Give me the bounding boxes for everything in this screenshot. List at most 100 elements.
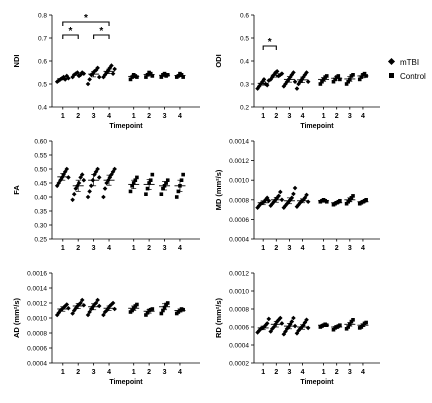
data-point-control [130,75,134,79]
data-point-control [130,184,134,188]
significance-star: * [99,26,103,37]
legend-item-mtbi: mTBI [387,55,426,69]
data-point-control [344,82,349,86]
x-axis-title: Timepoint [109,123,143,130]
data-point-control [181,172,185,177]
y-tick-label: 0.0012 [27,301,47,308]
y-tick-label: 0.0006 [229,217,249,224]
x-tick-label: 2 [335,245,339,252]
data-point-mtbi [96,303,102,309]
data-point-mtbi [64,302,70,307]
chart-rd: 0.0002 0.0004 0.0006 0.0008 0.0010 0.0012 RD (… [214,271,380,386]
data-point-mtbi [281,331,287,337]
x-tick-label: 4 [301,369,305,376]
data-point-control [333,77,337,82]
y-tick-label: 0.30 [34,223,47,230]
data-point-control [144,75,148,79]
data-point-control [338,198,342,203]
data-point-control [159,75,164,79]
data-point-mtbi [85,312,91,318]
x-tick-label: 3 [287,113,291,120]
x-tick-label: 4 [107,369,111,376]
x-tick-label: 3 [92,369,96,376]
data-point-mtbi [112,66,117,72]
data-point-mtbi [305,325,311,331]
x-tick-label: 4 [361,245,365,252]
data-point-mtbi [109,172,114,177]
data-point-mtbi [87,189,92,194]
data-point-control [179,73,184,77]
x-tick-label: 3 [287,369,291,376]
data-point-mtbi [261,77,267,82]
legend-diamond-marker [387,57,397,67]
data-point-control [135,302,139,307]
significance-bracket [62,34,79,39]
data-point-control [174,195,179,199]
data-point-mtbi [278,189,283,195]
x-tick-label: 1 [61,113,65,120]
x-axis-title: Timepoint [300,123,334,130]
data-point-mtbi [85,81,91,87]
data-point-mtbi [64,166,70,172]
data-point-mtbi [264,82,270,88]
data-point-mtbi [66,175,71,180]
significance-star: * [84,13,88,24]
data-point-mtbi [95,65,100,71]
x-tick-label: 1 [132,369,136,376]
chart-fa: 0.25 0.30 0.35 0.40 0.45 0.50 0.55 0.60 FA 1 2 3 4 1 2… [12,139,200,252]
y-tick-label: 0.45 [34,181,47,188]
data-point-control [338,323,342,327]
y-tick-label: 0.0014 [229,139,249,146]
y-axis-label: FA [12,185,21,195]
data-point-mtbi [70,197,75,203]
data-point-mtbi [292,323,298,329]
y-tick-label: 0.0004 [229,343,249,350]
data-point-mtbi [54,312,60,318]
data-point-mtbi [291,70,296,75]
x-tick-label: 1 [261,245,265,252]
chart-ndi: 0.4 0.5 0.6 0.7 0.8 NDI 1 2 3 4 1 2 3 4 Timepoint * * * [12,13,200,130]
x-tick-label: 4 [178,113,182,120]
legend-label-control: Control [400,71,426,81]
data-point-control [128,77,133,82]
y-tick-label: 0.0014 [27,286,47,293]
data-point-mtbi [279,197,285,203]
y-tick-label: 0.4 [38,105,47,112]
data-point-mtbi [268,329,274,334]
y-tick-label: 0.0004 [27,361,47,368]
data-point-control [351,194,355,198]
data-point-mtbi [302,72,308,78]
y-tick-label: 0.40 [34,195,47,202]
chart-odi: 0.2 0.3 0.4 0.5 0.6 ODI 1 2 3 4 1 2 3 4 Timepoint * [214,13,380,130]
data-point-mtbi [66,75,71,81]
data-point-mtbi [71,191,77,197]
data-point-mtbi [279,321,285,326]
data-point-control [359,75,364,79]
data-point-control [318,82,323,86]
data-point-mtbi [112,306,117,312]
y-tick-label: 0.0006 [229,325,249,332]
data-point-mtbi [264,321,270,326]
data-point-mtbi [287,197,293,203]
data-point-mtbi [292,79,298,84]
data-point-mtbi [81,71,87,76]
y-tick-label: 0.5 [240,36,249,43]
data-point-mtbi [79,297,85,303]
x-tick-label: 4 [178,369,182,376]
x-tick-label: 2 [335,113,339,120]
data-point-mtbi [85,194,91,200]
y-axis-label: MD (mm²/s) [214,169,223,210]
y-tick-label: 0.8 [38,13,47,20]
data-point-control [344,201,349,206]
data-point-mtbi [304,70,309,75]
x-tick-label: 2 [147,113,151,120]
data-point-mtbi [278,315,283,321]
data-point-control [331,79,336,84]
data-point-control [144,192,148,196]
data-point-control [144,313,148,317]
data-point-mtbi [102,186,108,191]
y-tick-label: 0.3 [240,82,249,89]
data-point-mtbi [81,177,87,183]
legend-item-control: Control [387,69,426,83]
x-tick-label: 1 [322,113,326,120]
